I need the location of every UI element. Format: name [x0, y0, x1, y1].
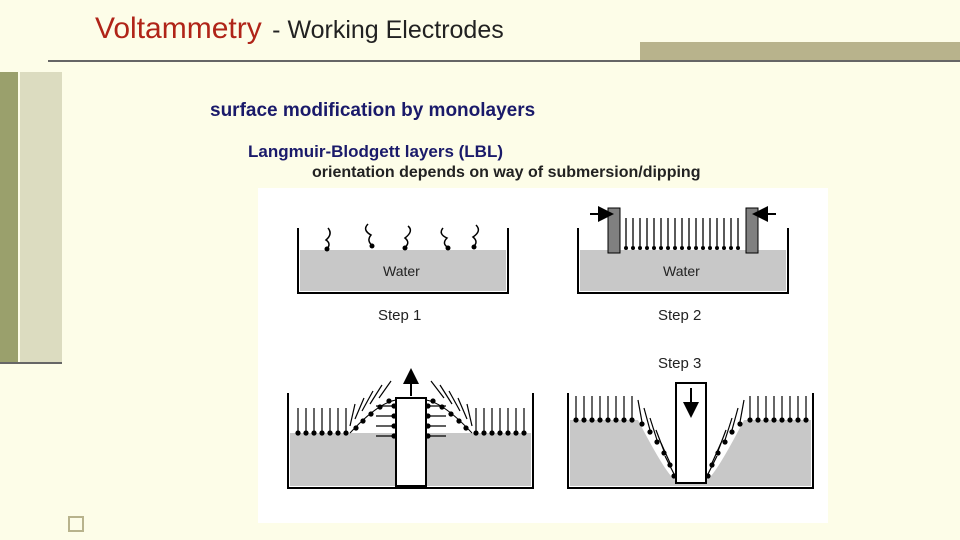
- bullet-square-icon: [68, 516, 84, 532]
- step3-label: Step 3: [658, 355, 701, 372]
- header-accent-bar: [640, 42, 960, 60]
- left-strip-dark: [0, 72, 18, 362]
- panel-step3a: [288, 376, 533, 488]
- panel-step2: Water: [578, 208, 788, 324]
- panel-step1: Water Step 1: [298, 224, 508, 324]
- left-rule: [0, 362, 62, 364]
- title-sub: - Working Electrodes: [272, 16, 504, 44]
- panel-step3b: [568, 383, 813, 488]
- left-strip-light: [20, 72, 62, 362]
- step2-label: Step 2: [658, 307, 701, 324]
- water-label-2: Water: [663, 263, 700, 279]
- water-label-1: Water: [383, 263, 420, 279]
- body-heading-1: surface modification by monolayers: [210, 100, 535, 122]
- step1-label: Step 1: [378, 307, 421, 324]
- lbl-process-diagram: Water Step 1: [258, 188, 828, 523]
- slide-root: Voltammetry - Working Electrodes surface…: [0, 0, 960, 540]
- header-rule: [48, 60, 960, 62]
- body-line-3: orientation depends on way of submersion…: [312, 164, 700, 182]
- body-heading-2: Langmuir-Blodgett layers (LBL): [248, 142, 503, 162]
- slide-title: Voltammetry - Working Electrodes: [95, 12, 504, 46]
- title-main: Voltammetry: [95, 12, 262, 45]
